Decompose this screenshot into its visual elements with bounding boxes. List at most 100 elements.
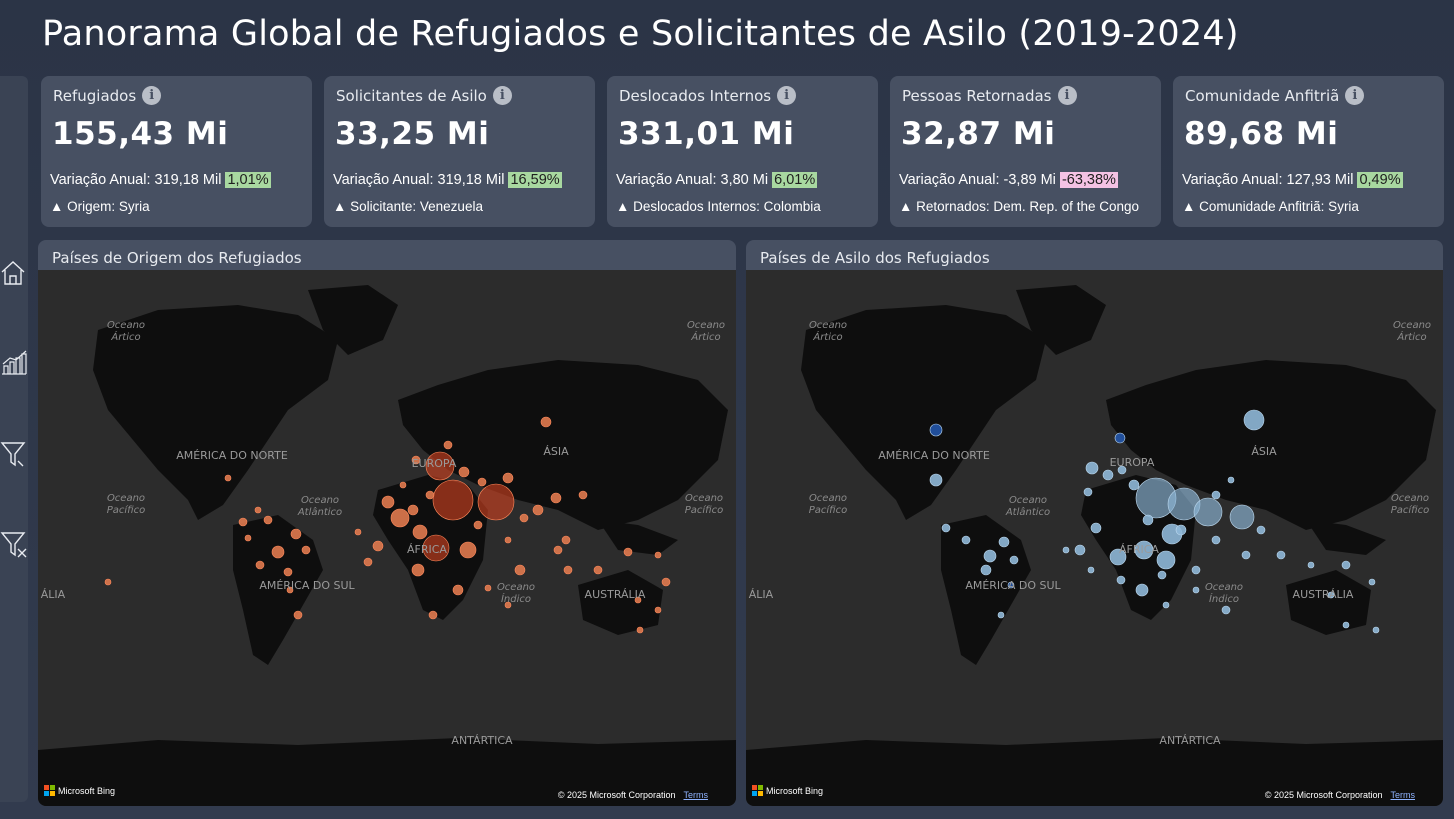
map-bubble[interactable] [578,490,588,500]
map-bubble[interactable] [411,563,425,577]
map-bubble[interactable] [504,536,512,544]
map-bubble[interactable] [255,560,265,570]
map-bubble[interactable] [271,545,285,559]
map-bubble[interactable] [654,551,662,559]
map-bubble[interactable] [452,584,464,596]
map-bubble[interactable] [1157,570,1167,580]
map-bubble[interactable] [422,534,450,562]
map-bubble[interactable] [1007,581,1015,589]
map-bubble[interactable] [443,440,453,450]
map-bubble[interactable] [1109,548,1127,566]
map-bubble[interactable] [997,611,1005,619]
map-bubble[interactable] [458,466,470,478]
map-canvas[interactable] [38,270,736,806]
map-bubble[interactable] [514,564,526,576]
info-icon[interactable]: i [777,86,797,105]
map-bubble[interactable] [1227,476,1235,484]
map-bubble[interactable] [1074,544,1086,556]
map-bubble[interactable] [1162,601,1170,609]
map-bubble[interactable] [1062,546,1070,554]
map-bubble[interactable] [1156,550,1176,570]
kpi-card-deslocados[interactable]: Deslocados Internos i 331,01 Mi Variação … [607,76,878,227]
map-asilo[interactable]: Oceano Ártico Oceano Ártico Oceano Pacíf… [746,270,1443,806]
map-bubble[interactable] [1087,566,1095,574]
map-bubble[interactable] [432,479,474,521]
info-icon[interactable]: i [142,86,162,105]
map-bubble[interactable] [1229,504,1255,530]
map-bubble[interactable] [286,586,294,594]
map-bubble[interactable] [1117,465,1127,475]
map-bubble[interactable] [477,477,487,487]
map-bubble[interactable] [941,523,951,533]
map-bubble[interactable] [1221,605,1231,615]
kpi-card-retornadas[interactable]: Pessoas Retornadas i 32,87 Mi Variação An… [890,76,1161,227]
map-bubble[interactable] [540,416,552,428]
chart-icon[interactable] [0,348,28,378]
map-bubble[interactable] [502,472,514,484]
map-bubble[interactable] [254,506,262,514]
kpi-card-solicitantes[interactable]: Solicitantes de Asilo i 33,25 Mi Variação… [324,76,595,227]
kpi-card-anfitria[interactable]: Comunidade Anfitriã i 89,68 Mi Variação A… [1173,76,1444,227]
map-bubble[interactable] [354,528,362,536]
map-bubble[interactable] [390,508,410,528]
map-bubble[interactable] [407,504,419,516]
map-bubble[interactable] [1193,497,1223,527]
map-bubble[interactable] [283,567,293,577]
map-bubble[interactable] [459,541,477,559]
info-icon[interactable]: i [1345,86,1365,105]
map-bubble[interactable] [1342,621,1350,629]
map-bubble[interactable] [636,626,644,634]
map-bubble[interactable] [1191,565,1201,575]
map-bubble[interactable] [425,451,455,481]
info-icon[interactable]: i [492,86,512,105]
map-bubble[interactable] [1192,586,1200,594]
map-bubble[interactable] [1211,535,1221,545]
map-bubble[interactable] [244,534,252,542]
map-bubble[interactable] [929,473,943,487]
clear-filter-icon[interactable] [0,529,28,559]
map-origem[interactable]: Oceano Ártico Oceano Ártico Oceano Pacíf… [38,270,736,806]
map-bubble[interactable] [1102,469,1114,481]
map-bubble[interactable] [1241,550,1251,560]
map-bubble[interactable] [1368,578,1376,586]
map-bubble[interactable] [532,504,544,516]
map-bubble[interactable] [623,547,633,557]
map-bubble[interactable] [399,481,407,489]
map-bubble[interactable] [929,423,943,437]
map-bubble[interactable] [412,524,428,540]
map-bubble[interactable] [104,578,112,586]
map-bubble[interactable] [1128,479,1140,491]
map-bubble[interactable] [293,610,303,620]
map-bubble[interactable] [550,492,562,504]
map-bubble[interactable] [301,545,311,555]
map-bubble[interactable] [504,601,512,609]
map-bubble[interactable] [561,535,571,545]
map-bubble[interactable] [980,564,992,576]
map-bubble[interactable] [1307,561,1315,569]
map-bubble[interactable] [998,536,1010,548]
map-bubble[interactable] [1114,432,1126,444]
map-bubble[interactable] [425,490,435,500]
map-bubble[interactable] [224,474,232,482]
map-bubble[interactable] [363,557,373,567]
map-bubble[interactable] [411,455,421,465]
map-bubble[interactable] [634,596,642,604]
map-bubble[interactable] [1243,409,1265,431]
filter-icon[interactable] [0,439,28,469]
map-bubble[interactable] [1085,461,1099,475]
map-bubble[interactable] [1372,626,1380,634]
map-bubble[interactable] [1090,522,1102,534]
kpi-card-refugiados[interactable]: Refugiados i 155,43 Mi Variação Anual: 31… [41,76,312,227]
map-bubble[interactable] [1175,524,1187,536]
map-bubble[interactable] [593,565,603,575]
map-bubble[interactable] [519,513,529,523]
map-bubble[interactable] [1116,575,1126,585]
map-bubble[interactable] [263,515,273,525]
terms-link[interactable]: Terms [1390,790,1416,800]
map-bubble[interactable] [381,495,395,509]
map-bubble[interactable] [372,540,384,552]
info-icon[interactable]: i [1057,86,1077,105]
map-bubble[interactable] [1327,591,1335,599]
map-bubble[interactable] [1256,525,1266,535]
map-bubble[interactable] [1211,490,1221,500]
